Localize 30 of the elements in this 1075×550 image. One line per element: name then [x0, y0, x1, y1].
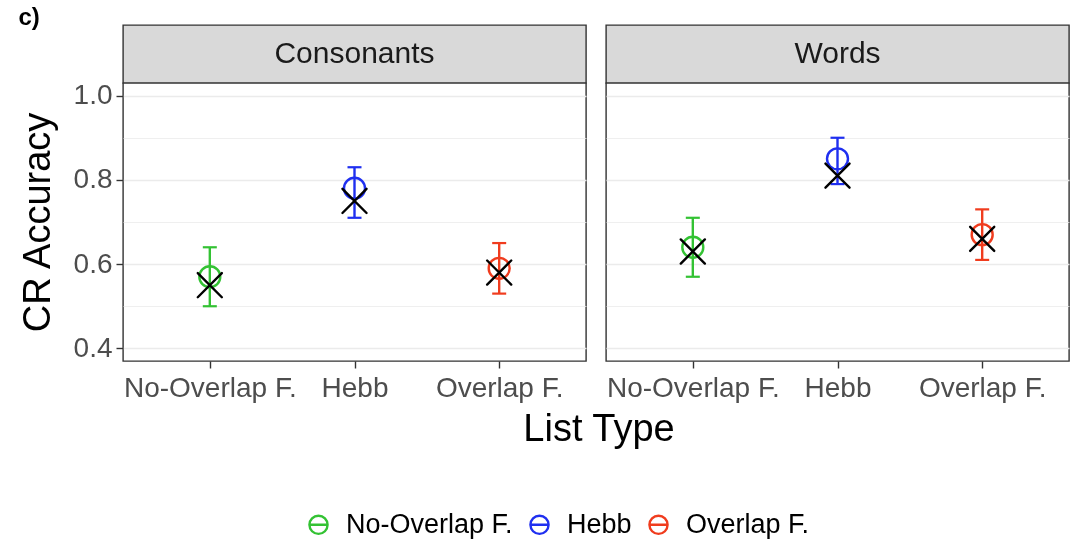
point: [824, 162, 851, 189]
point: [825, 147, 850, 171]
x-tick-label: No-Overlap F.: [123, 371, 297, 403]
y-tick-label: 0.4: [73, 331, 113, 363]
y-axis-title: CR Accuracy: [15, 112, 58, 333]
legend-label: No-Overlap F.: [346, 508, 513, 539]
y-tick-label: 0.6: [73, 247, 113, 279]
chart-title: Consonants: [274, 36, 435, 69]
y-tick-label: 1.0: [73, 79, 113, 111]
chart-title: Words: [794, 36, 881, 69]
x-tick-label: Hebb: [321, 371, 389, 403]
y-tick-label: 0.8: [73, 163, 113, 195]
point: [196, 271, 224, 299]
point: [485, 259, 513, 286]
point: [198, 265, 222, 289]
point: [970, 222, 994, 247]
point: [679, 238, 707, 265]
x-axis-title: List Type: [523, 406, 675, 449]
point: [681, 235, 705, 259]
point: [341, 187, 368, 215]
point: [968, 225, 996, 253]
x-tick-label: Overlap F.: [435, 371, 564, 403]
point: [342, 176, 367, 200]
point: [487, 256, 511, 280]
x-tick-label: Overlap F.: [918, 371, 1047, 403]
legend-label: Hebb: [567, 508, 632, 539]
x-tick-label: Hebb: [804, 371, 872, 403]
legend-label: Overlap F.: [686, 508, 810, 539]
text: c): [18, 3, 40, 31]
x-tick-label: No-Overlap F.: [606, 371, 780, 403]
